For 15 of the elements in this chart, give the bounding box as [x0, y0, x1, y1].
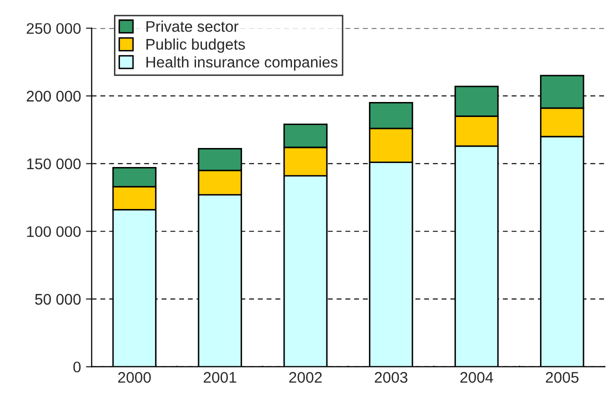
- y-tick-label: 200 000: [26, 90, 81, 102]
- y-tick-label: 100 000: [27, 226, 81, 238]
- x-tick-label: 2004: [460, 372, 494, 383]
- x-tick-label: 2003: [374, 372, 408, 383]
- x-tick-label: 2000: [118, 372, 151, 383]
- y-tick-label: 250 000: [26, 23, 81, 34]
- legend-label: Private sector: [146, 20, 238, 32]
- x-tick-label: 2002: [289, 372, 322, 383]
- y-tick-label: 0: [73, 362, 81, 372]
- y-tick-label: 150 000: [27, 158, 81, 170]
- x-tick-label: 2005: [546, 372, 578, 383]
- y-tick-label: 50 000: [35, 294, 81, 305]
- legend-label: Public budgets: [146, 38, 245, 53]
- legend-label: Health insurance companies: [146, 56, 338, 71]
- x-tick-label: 2001: [204, 372, 236, 383]
